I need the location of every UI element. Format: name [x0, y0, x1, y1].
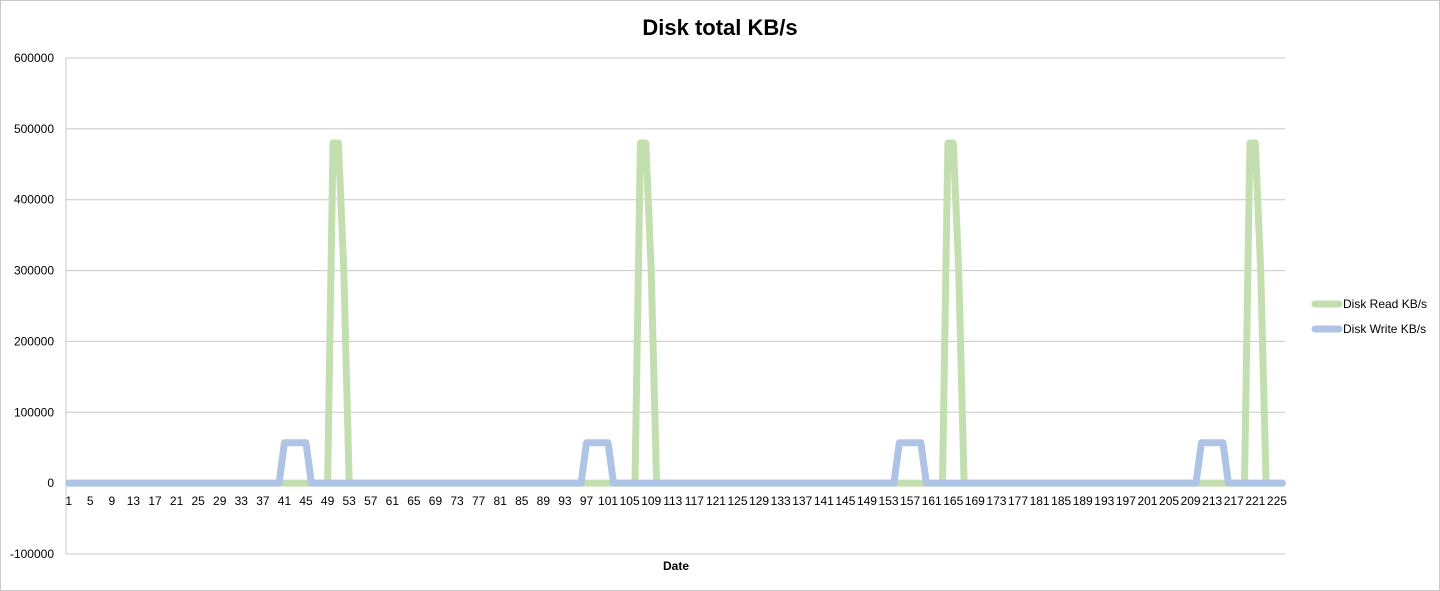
x-tick-label: 73: [450, 494, 464, 508]
chart-title: Disk total KB/s: [642, 15, 797, 40]
x-tick-label: 89: [537, 494, 551, 508]
x-tick-label: 117: [685, 494, 704, 508]
x-tick-label: 21: [170, 494, 184, 508]
series-lines: [65, 139, 1286, 487]
x-tick-label: 145: [835, 494, 855, 508]
x-tick-label: 109: [641, 494, 661, 508]
series-line: [65, 139, 1286, 487]
x-tick-label: 121: [706, 494, 726, 508]
x-tick-label: 69: [429, 494, 443, 508]
x-tick-label: 221: [1245, 494, 1265, 508]
y-axis-ticks: -100000 0 100000 200000 300000 400000 500000 60…: [10, 51, 54, 561]
legend-label: Disk Read KB/s: [1343, 297, 1427, 311]
x-tick-label: 125: [728, 494, 748, 508]
x-axis-label: Date: [663, 559, 689, 573]
x-tick-label: 197: [1116, 494, 1136, 508]
x-tick-label: 85: [515, 494, 529, 508]
x-tick-label: 93: [558, 494, 572, 508]
x-axis-ticks: 1 5 9 13 17 21 25 29 33 37 41 45 49 53 57 61 65 69 73 77 81 8…: [65, 494, 1287, 508]
x-tick-label: 213: [1202, 494, 1222, 508]
x-tick-label: 149: [857, 494, 877, 508]
y-tick-label: 400000: [14, 193, 54, 207]
x-tick-label: 205: [1159, 494, 1179, 508]
x-tick-label: 33: [235, 494, 249, 508]
y-tick-label: -100000: [10, 547, 54, 561]
x-tick-label: 169: [965, 494, 985, 508]
x-tick-label: 17: [148, 494, 162, 508]
y-tick-label: 600000: [14, 51, 54, 65]
y-tick-label: 500000: [14, 122, 54, 136]
x-tick-label: 49: [321, 494, 335, 508]
y-tick-label: 300000: [14, 264, 54, 278]
x-tick-label: 45: [299, 494, 313, 508]
x-tick-label: 129: [749, 494, 769, 508]
x-tick-label: 165: [943, 494, 963, 508]
y-tick-label: 0: [47, 476, 54, 490]
x-tick-label: 9: [109, 494, 116, 508]
x-tick-label: 13: [127, 494, 141, 508]
x-tick-label: 81: [494, 494, 508, 508]
y-tick-label: 200000: [14, 334, 54, 348]
legend: Disk Read KB/s Disk Write KB/s: [1311, 297, 1427, 336]
x-tick-label: 201: [1137, 494, 1157, 508]
x-tick-label: 57: [364, 494, 378, 508]
x-tick-label: 137: [792, 494, 812, 508]
x-tick-label: 25: [191, 494, 205, 508]
x-tick-label: 61: [386, 494, 400, 508]
x-tick-label: 225: [1267, 494, 1287, 508]
x-tick-label: 217: [1224, 494, 1244, 508]
x-tick-label: 141: [814, 494, 834, 508]
x-tick-label: 189: [1073, 494, 1093, 508]
x-tick-label: 41: [278, 494, 292, 508]
x-tick-label: 105: [620, 494, 640, 508]
x-tick-label: 185: [1051, 494, 1071, 508]
x-tick-label: 153: [879, 494, 899, 508]
x-tick-label: 113: [663, 494, 682, 508]
x-tick-label: 77: [472, 494, 486, 508]
x-tick-label: 157: [900, 494, 920, 508]
x-tick-label: 37: [256, 494, 270, 508]
x-tick-label: 65: [407, 494, 421, 508]
x-tick-label: 161: [922, 494, 942, 508]
x-tick-label: 29: [213, 494, 227, 508]
x-tick-label: 177: [1008, 494, 1028, 508]
y-tick-label: 100000: [14, 405, 54, 419]
x-tick-label: 181: [1030, 494, 1050, 508]
x-tick-label: 101: [598, 494, 618, 508]
x-tick-label: 97: [580, 494, 594, 508]
x-tick-label: 209: [1181, 494, 1201, 508]
x-tick-label: 5: [87, 494, 94, 508]
x-tick-label: 133: [771, 494, 791, 508]
legend-label: Disk Write KB/s: [1343, 322, 1426, 336]
x-tick-label: 173: [986, 494, 1006, 508]
series-line: [65, 439, 1286, 487]
x-tick-label: 193: [1094, 494, 1114, 508]
x-tick-label: 53: [342, 494, 356, 508]
x-tick-label: 1: [65, 494, 72, 508]
